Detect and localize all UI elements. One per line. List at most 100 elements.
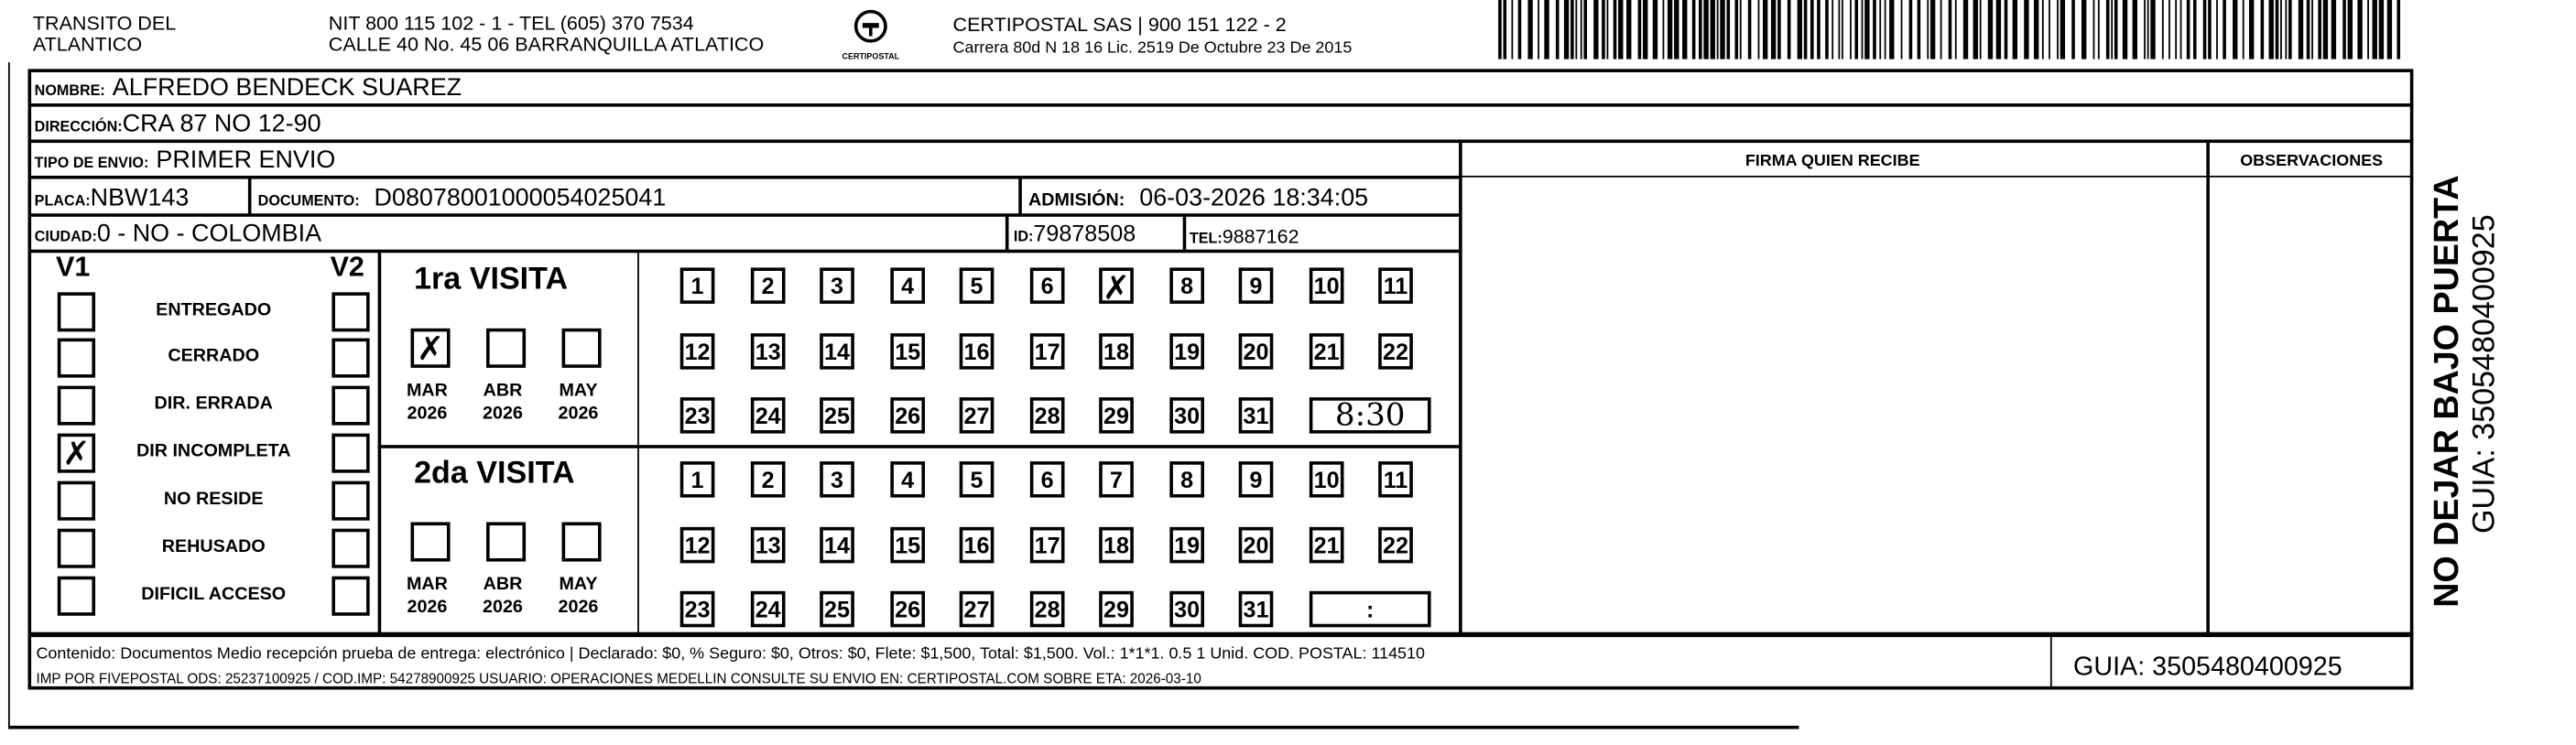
- day-checkbox[interactable]: 10: [1309, 461, 1344, 498]
- day-checkbox[interactable]: 18: [1099, 526, 1134, 564]
- visit-time-field[interactable]: 8:30: [1309, 397, 1431, 434]
- day-checkbox[interactable]: 14: [820, 333, 854, 370]
- month-label: MAR: [406, 574, 448, 595]
- day-checkbox[interactable]: 15: [890, 333, 926, 370]
- day-checkbox[interactable]: 26: [890, 590, 926, 628]
- day-checkbox[interactable]: 12: [679, 526, 715, 564]
- barcode-bar: [2122, 0, 2128, 59]
- day-checkbox[interactable]: 2: [750, 267, 786, 304]
- day-checkbox[interactable]: 15: [890, 526, 926, 564]
- day-checkbox[interactable]: 9: [1238, 461, 1274, 498]
- day-checkbox[interactable]: 29: [1099, 590, 1134, 628]
- v2-checkbox[interactable]: [332, 433, 370, 473]
- day-checkbox[interactable]: 6: [1029, 461, 1065, 498]
- day-checkbox[interactable]: 9: [1238, 267, 1274, 304]
- day-checkbox[interactable]: 4: [890, 461, 926, 498]
- day-checkbox[interactable]: 19: [1169, 333, 1205, 370]
- day-checkbox[interactable]: 29: [1099, 397, 1134, 434]
- day-checkbox[interactable]: 21: [1309, 333, 1344, 370]
- day-checkbox[interactable]: 6: [1029, 267, 1065, 304]
- v1-checkbox[interactable]: [57, 528, 96, 568]
- barcode-bar: [1962, 0, 1969, 59]
- day-checkbox[interactable]: 5: [959, 461, 995, 498]
- barcode-bar: [2372, 0, 2377, 59]
- day-checkbox[interactable]: 30: [1169, 397, 1205, 434]
- day-checkbox[interactable]: 22: [1378, 526, 1413, 564]
- v1-checkbox[interactable]: [57, 480, 96, 521]
- day-checkbox[interactable]: 17: [1029, 333, 1065, 370]
- v2-checkbox[interactable]: [332, 528, 370, 568]
- barcode-bar: [2242, 0, 2244, 59]
- month-checkbox[interactable]: ✗: [410, 328, 451, 368]
- day-checkbox[interactable]: 3: [820, 267, 854, 304]
- barcode-bar: [2331, 0, 2337, 59]
- day-checkbox[interactable]: 23: [679, 397, 715, 434]
- barcode-bar: [1900, 0, 1903, 59]
- day-checkbox[interactable]: 27: [959, 590, 995, 628]
- month-checkbox[interactable]: [410, 522, 451, 562]
- day-checkbox[interactable]: 21: [1309, 526, 1344, 564]
- v1-checkbox[interactable]: [57, 576, 96, 616]
- v1-checkbox[interactable]: [57, 338, 96, 378]
- day-checkbox[interactable]: 30: [1169, 590, 1205, 628]
- month-checkbox[interactable]: [486, 522, 527, 562]
- visit-time-field[interactable]: :: [1309, 590, 1431, 628]
- day-checkbox[interactable]: ✗: [1099, 267, 1134, 304]
- day-checkbox[interactable]: 16: [959, 333, 995, 370]
- day-checkbox[interactable]: 13: [750, 526, 786, 564]
- day-checkbox[interactable]: 7: [1099, 461, 1134, 498]
- day-checkbox[interactable]: 8: [1169, 267, 1205, 304]
- day-checkbox[interactable]: 8: [1169, 461, 1205, 498]
- signature-area[interactable]: [1462, 179, 2205, 632]
- day-checkbox[interactable]: 20: [1238, 526, 1274, 564]
- barcode-bar: [2060, 0, 2066, 59]
- day-checkbox[interactable]: 1: [679, 267, 715, 304]
- day-checkbox[interactable]: 26: [890, 397, 926, 434]
- day-checkbox[interactable]: 31: [1238, 590, 1274, 628]
- day-checkbox[interactable]: 14: [820, 526, 854, 564]
- v1-checkbox[interactable]: [57, 385, 96, 426]
- day-checkbox[interactable]: 5: [959, 267, 995, 304]
- day-checkbox[interactable]: 3: [820, 461, 854, 498]
- day-checkbox[interactable]: 28: [1029, 590, 1065, 628]
- day-checkbox[interactable]: 10: [1309, 267, 1344, 304]
- day-checkbox[interactable]: 19: [1169, 526, 1205, 564]
- day-checkbox[interactable]: 18: [1099, 333, 1134, 370]
- observations-area[interactable]: [2210, 179, 2410, 632]
- month-checkbox[interactable]: [561, 522, 602, 562]
- day-checkbox[interactable]: 31: [1238, 397, 1274, 434]
- v2-checkbox[interactable]: [332, 338, 370, 378]
- day-checkbox[interactable]: 17: [1029, 526, 1065, 564]
- day-checkbox[interactable]: 24: [750, 397, 786, 434]
- v2-checkbox[interactable]: [332, 480, 370, 521]
- day-checkbox[interactable]: 4: [890, 267, 926, 304]
- day-checkbox[interactable]: 28: [1029, 397, 1065, 434]
- day-checkbox[interactable]: 2: [750, 461, 786, 498]
- day-checkbox[interactable]: 25: [820, 590, 854, 628]
- day-checkbox[interactable]: 16: [959, 526, 995, 564]
- divider: [27, 139, 2414, 144]
- day-checkbox[interactable]: 1: [679, 461, 715, 498]
- v1-checkbox[interactable]: ✗: [57, 433, 96, 473]
- day-checkbox[interactable]: 22: [1378, 333, 1413, 370]
- tel-field: TEL:9887162: [1190, 221, 1299, 251]
- day-checkbox[interactable]: 23: [679, 590, 715, 628]
- v2-checkbox[interactable]: [332, 292, 370, 332]
- month-checkbox[interactable]: [486, 328, 527, 368]
- barcode-bar: [2357, 0, 2363, 59]
- month-checkbox[interactable]: [561, 328, 602, 368]
- day-checkbox[interactable]: 20: [1238, 333, 1274, 370]
- v1-checkbox[interactable]: [57, 292, 96, 332]
- day-checkbox[interactable]: 12: [679, 333, 715, 370]
- v2-checkbox[interactable]: [332, 576, 370, 616]
- day-checkbox[interactable]: 27: [959, 397, 995, 434]
- day-checkbox[interactable]: 24: [750, 590, 786, 628]
- barcode-bar: [2049, 0, 2050, 59]
- day-checkbox[interactable]: 25: [820, 397, 854, 434]
- day-checkbox[interactable]: 13: [750, 333, 786, 370]
- footer-contenido: Contenido: Documentos Medio recepción pr…: [36, 645, 1425, 664]
- day-checkbox[interactable]: 11: [1378, 461, 1413, 498]
- barcode-bar: [1854, 0, 1859, 59]
- day-checkbox[interactable]: 11: [1378, 267, 1413, 304]
- v2-checkbox[interactable]: [332, 385, 370, 426]
